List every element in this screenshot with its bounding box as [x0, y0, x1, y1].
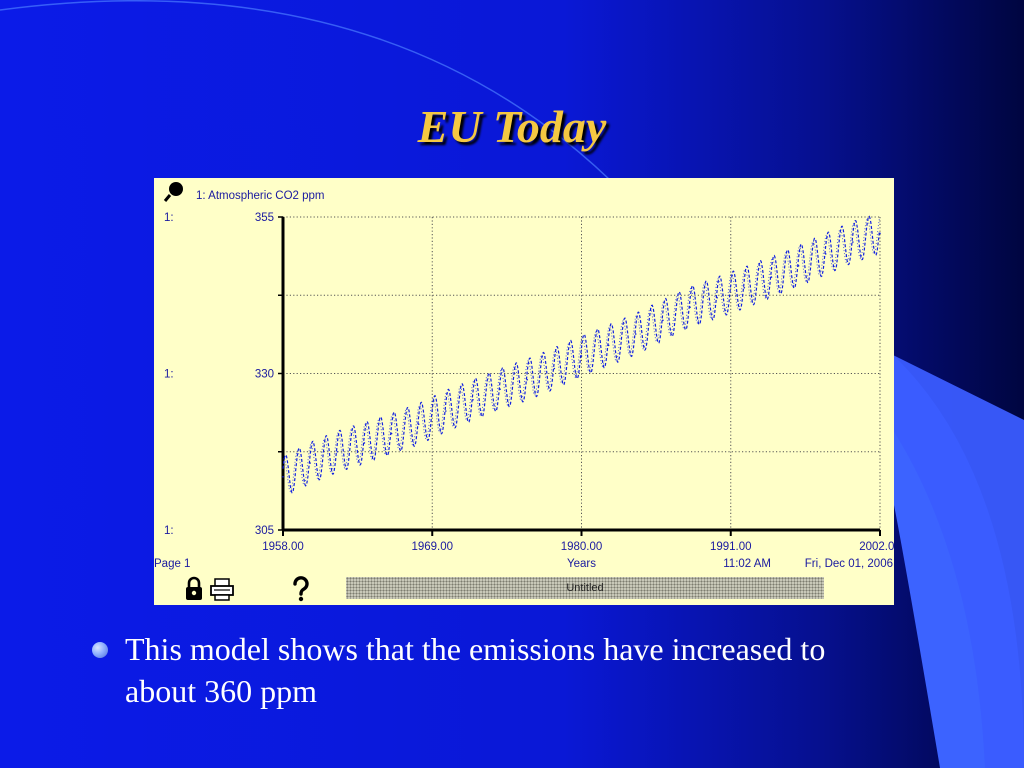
data-point	[634, 333, 637, 335]
date-label: Fri, Dec 01, 2006	[805, 558, 893, 570]
co2-chart: 1: Atmospheric CO2 ppm 1958.00 1969.00 1980…	[154, 182, 894, 570]
y-tick-label: 355	[255, 212, 274, 224]
magnifier-icon	[169, 182, 183, 196]
data-point	[472, 398, 474, 401]
status-field: Untitled	[346, 577, 824, 599]
data-point	[282, 475, 284, 478]
magnifier-handle	[163, 194, 172, 202]
data-point	[689, 306, 691, 308]
data-point	[743, 286, 746, 289]
x-axis-label: Years	[567, 558, 596, 570]
series-line	[282, 215, 880, 494]
data-point	[336, 450, 339, 453]
page-label: Page 1	[154, 558, 190, 570]
data-point	[580, 355, 583, 357]
data-point	[363, 442, 366, 444]
data-point	[499, 388, 501, 390]
data-point	[417, 423, 420, 426]
y-tick-label: 330	[255, 369, 274, 381]
y-series-prefix: 1:	[164, 212, 174, 224]
chart-title: 1: Atmospheric CO2 ppm	[196, 190, 324, 202]
bullet-dot-icon	[92, 642, 108, 658]
y-series-prefix: 1:	[164, 525, 174, 537]
data-point	[797, 265, 800, 267]
data-point	[879, 232, 881, 235]
data-point	[824, 253, 827, 255]
data-point	[553, 367, 556, 370]
data-point	[852, 241, 854, 243]
data-point	[526, 378, 529, 381]
x-tick-label: 1991.00	[710, 541, 752, 553]
x-tick-label: 1980.00	[561, 541, 603, 553]
y-series-prefix: 1:	[164, 369, 174, 381]
data-point	[445, 410, 447, 412]
data-point	[770, 276, 773, 278]
data-point	[662, 319, 664, 322]
chart-toolbar: Untitled	[154, 574, 894, 605]
lock-icon[interactable]	[184, 576, 204, 602]
x-tick-label: 1958.00	[262, 541, 304, 553]
data-point	[607, 344, 610, 347]
time-label: 11:02 AM	[723, 558, 771, 570]
slide-title: EU Today	[417, 101, 607, 152]
y-tick-label: 305	[255, 525, 274, 537]
data-point	[716, 296, 718, 299]
help-question-icon[interactable]	[291, 576, 311, 602]
x-tick-label: 2002.00	[859, 541, 894, 553]
data-point	[309, 462, 311, 464]
chart-panel: 1: Atmospheric CO2 ppm 1958.00 1969.00 1980…	[154, 178, 894, 605]
series-line-shadow	[282, 218, 880, 493]
x-tick-label: 1969.00	[411, 541, 453, 553]
printer-icon[interactable]	[209, 576, 235, 602]
data-point	[390, 432, 393, 435]
bullet-text: This model shows that the emissions have…	[125, 631, 826, 709]
